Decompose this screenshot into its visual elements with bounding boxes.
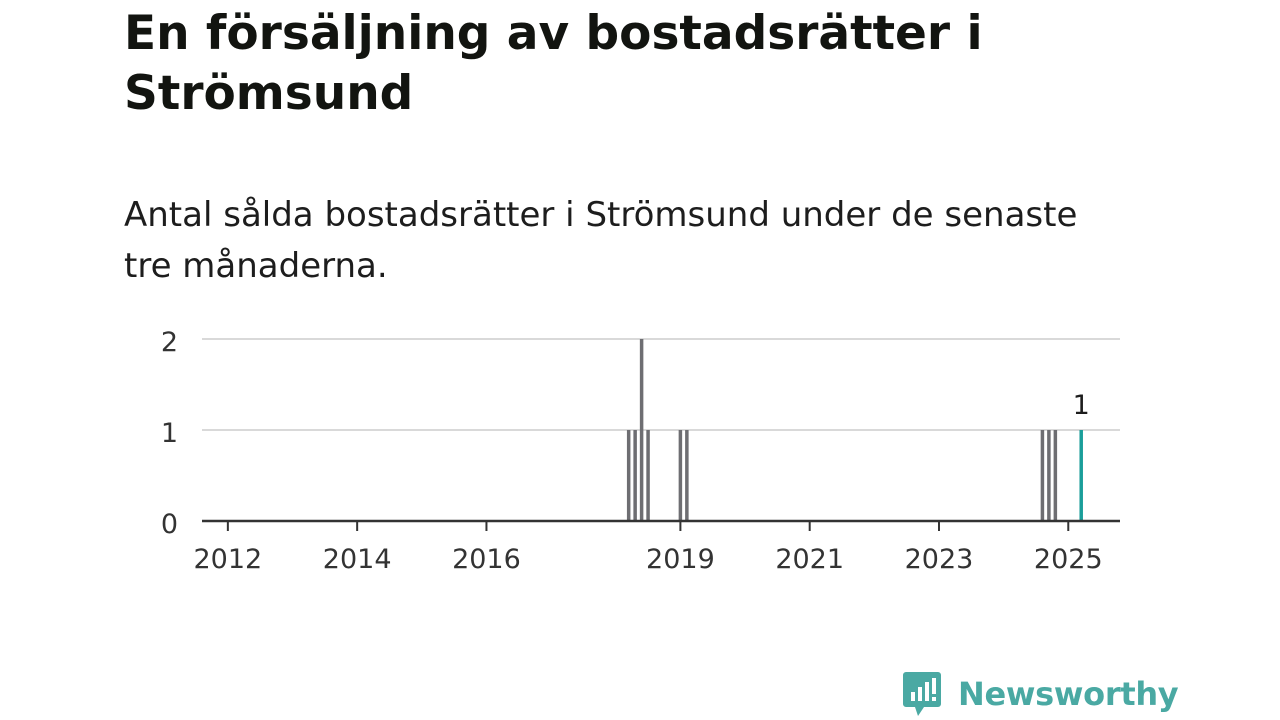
bar <box>1079 430 1083 521</box>
newsworthy-logo-icon <box>903 672 941 716</box>
y-tick-label: 0 <box>161 509 178 540</box>
data-label: 1 <box>1073 390 1090 421</box>
x-tick-label: 2019 <box>646 544 715 575</box>
brand-logo: Newsworthy <box>902 668 1179 720</box>
bar <box>1040 430 1045 521</box>
bar <box>626 430 631 521</box>
brand-name: Newsworthy <box>958 675 1179 713</box>
x-tick-label: 2012 <box>193 544 262 575</box>
y-tick-label: 2 <box>161 327 178 358</box>
bar <box>633 430 637 521</box>
bar <box>685 430 689 521</box>
bar <box>678 430 683 521</box>
chart-subtitle: Antal sålda bostadsrätter i Strömsund un… <box>124 195 1078 286</box>
bar <box>1053 430 1058 521</box>
bar <box>646 430 650 521</box>
x-tick-label: 2025 <box>1034 544 1103 575</box>
x-tick-label: 2014 <box>323 544 392 575</box>
bar-chart: 0 1 2 2012 2014 2016 2019 2021 2023 2025 1 <box>161 327 1120 575</box>
x-tick-label: 2023 <box>905 544 974 575</box>
bar <box>639 339 644 521</box>
page-title: En försäljning av bostadsrätter i Ströms… <box>124 6 983 121</box>
x-tick-label: 2016 <box>452 544 521 575</box>
x-tick-label: 2021 <box>775 544 844 575</box>
y-tick-label: 1 <box>161 418 178 449</box>
bar <box>1047 430 1051 521</box>
